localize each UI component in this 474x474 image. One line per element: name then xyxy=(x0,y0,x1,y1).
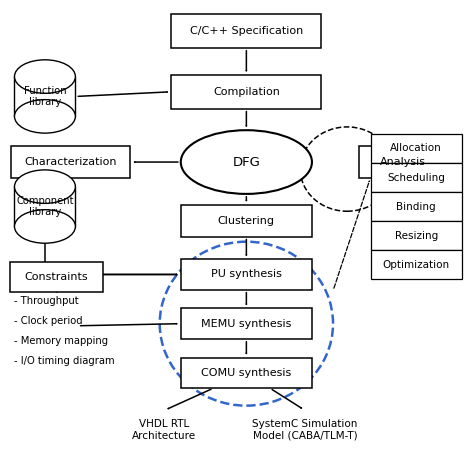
Text: Characterization: Characterization xyxy=(25,157,117,167)
Text: Resizing: Resizing xyxy=(394,230,438,241)
Text: COMU synthesis: COMU synthesis xyxy=(201,368,292,378)
FancyBboxPatch shape xyxy=(172,75,321,109)
Text: Compilation: Compilation xyxy=(213,87,280,97)
Text: - Clock period: - Clock period xyxy=(15,316,83,326)
FancyBboxPatch shape xyxy=(181,357,312,388)
FancyBboxPatch shape xyxy=(371,250,462,279)
Text: PU synthesis: PU synthesis xyxy=(211,270,282,280)
Text: Scheduling: Scheduling xyxy=(387,173,445,182)
Text: Optimization: Optimization xyxy=(383,260,450,270)
FancyBboxPatch shape xyxy=(371,134,462,163)
Ellipse shape xyxy=(15,210,75,243)
FancyBboxPatch shape xyxy=(371,163,462,192)
Text: Binding: Binding xyxy=(396,201,436,211)
FancyBboxPatch shape xyxy=(172,14,321,48)
Ellipse shape xyxy=(15,170,75,203)
Text: VHDL RTL
Architecture: VHDL RTL Architecture xyxy=(132,419,196,441)
Text: Constraints: Constraints xyxy=(25,272,89,282)
FancyBboxPatch shape xyxy=(181,205,312,237)
FancyBboxPatch shape xyxy=(181,259,312,290)
FancyBboxPatch shape xyxy=(181,309,312,339)
Bar xyxy=(15,77,75,117)
Text: - I/O timing diagram: - I/O timing diagram xyxy=(15,356,115,366)
Text: MEMU synthesis: MEMU synthesis xyxy=(201,319,292,328)
Ellipse shape xyxy=(15,100,75,133)
Text: Component
library: Component library xyxy=(16,196,73,218)
FancyBboxPatch shape xyxy=(371,192,462,221)
Ellipse shape xyxy=(181,130,312,194)
Text: C/C++ Specification: C/C++ Specification xyxy=(190,26,303,36)
Text: Allocation: Allocation xyxy=(390,144,442,154)
Ellipse shape xyxy=(15,60,75,93)
Text: Clustering: Clustering xyxy=(218,216,275,226)
Text: Function
library: Function library xyxy=(24,86,66,107)
FancyBboxPatch shape xyxy=(10,262,103,292)
Text: Analysis: Analysis xyxy=(380,157,426,167)
Text: SystemC Simulation
Model (CABA/TLM-T): SystemC Simulation Model (CABA/TLM-T) xyxy=(252,419,357,441)
Text: - Memory mapping: - Memory mapping xyxy=(15,336,109,346)
FancyBboxPatch shape xyxy=(371,221,462,250)
Text: DFG: DFG xyxy=(232,155,260,169)
Bar xyxy=(15,187,75,227)
FancyBboxPatch shape xyxy=(11,146,130,178)
FancyBboxPatch shape xyxy=(359,146,448,178)
Text: - Throughput: - Throughput xyxy=(15,296,79,306)
